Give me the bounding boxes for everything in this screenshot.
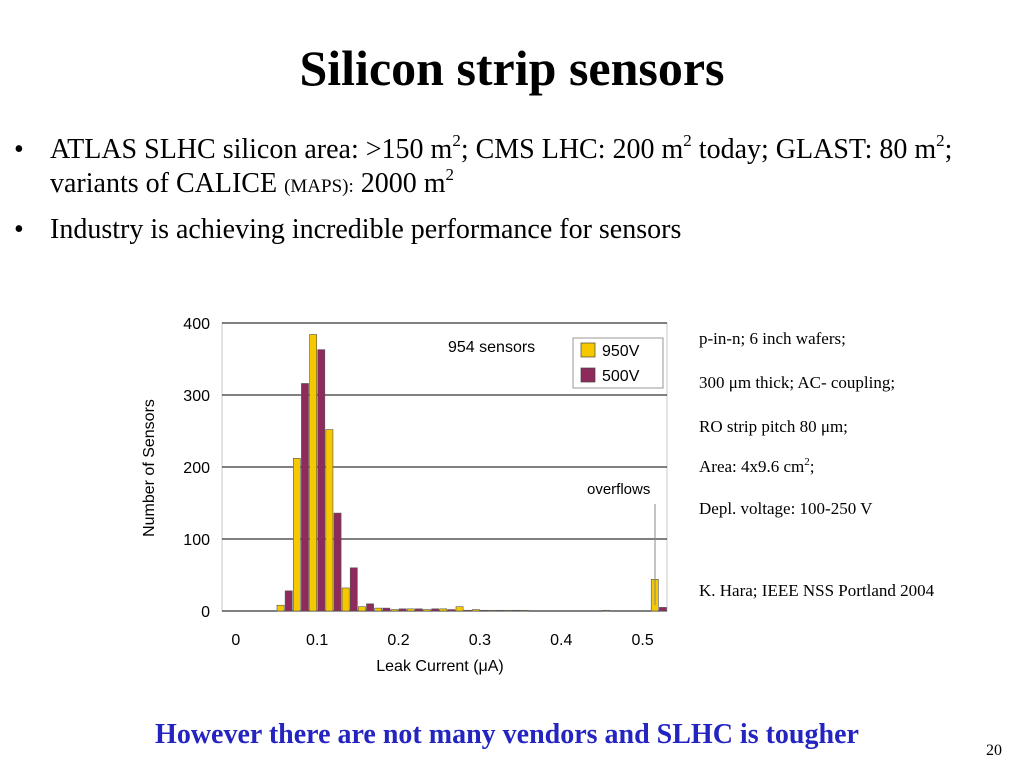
bar-500v <box>512 609 521 612</box>
page-number: 20 <box>986 742 1002 759</box>
bullet-text-part: ; variants of CALICE <box>50 134 953 199</box>
bar-500v <box>301 383 309 612</box>
bar-950v <box>406 608 415 612</box>
bullet-list: • ATLAS SLHC silicon area: >150 m2; CMS L… <box>14 131 1014 247</box>
y-tick-label: 400 <box>183 316 210 333</box>
legend-label-500v: 500V <box>602 368 640 385</box>
superscript: 2 <box>936 131 945 150</box>
bar-950v <box>423 609 431 612</box>
bar-950v <box>488 609 496 612</box>
x-tick-label: 0 <box>231 632 240 649</box>
superscript: 2 <box>683 131 692 150</box>
bar-950v <box>471 609 480 612</box>
spec-pitch: RO strip pitch 80 μm; <box>699 417 848 436</box>
spec-area: Area: 4x9.6 cm2; <box>699 456 815 477</box>
bullet-item-industry: • Industry is achieving incredible perfor… <box>14 213 1014 247</box>
bar-500v <box>382 607 391 612</box>
bullet-item-sensor-areas: • ATLAS SLHC silicon area: >150 m2; CMS L… <box>14 131 1014 204</box>
bar-950v <box>325 429 334 612</box>
spec-depletion-voltage: Depl. voltage: 100-250 V <box>699 499 873 518</box>
x-axis-label: Leak Current (μA) <box>376 658 503 675</box>
bullet-text-part: today; GLAST: 80 m <box>691 134 937 165</box>
bar-950v <box>390 609 399 612</box>
bar-500v <box>317 349 326 612</box>
bar-950v <box>276 604 285 612</box>
legend-swatch-500v <box>580 367 596 383</box>
bar-500v <box>659 607 667 612</box>
bar-500v <box>447 609 456 612</box>
bar-950v <box>455 606 464 612</box>
overflow-annotation: overflows <box>587 481 650 498</box>
bar-500v <box>284 590 293 612</box>
x-tick-label: 0.2 <box>387 632 409 649</box>
bullet-icon: • <box>14 214 24 245</box>
reference-citation: K. Hara; IEEE NSS Portland 2004 <box>699 581 935 600</box>
leak-current-histogram: 0 100 200 300 400 0 0.1 0.2 0.3 0.4 0.5 Number of … <box>141 316 668 675</box>
superscript: 2 <box>804 456 810 468</box>
bar-950v <box>341 587 350 612</box>
y-tick-label: 100 <box>183 532 210 549</box>
bar-500v <box>480 609 488 612</box>
bar-950v <box>439 608 448 612</box>
y-tick-label: 0 <box>201 604 210 621</box>
spec-area-text: Area: 4x9.6 cm <box>699 457 805 476</box>
bar-950v <box>520 609 529 612</box>
bullet-text-part: 2000 m <box>353 168 446 199</box>
sensor-count-annotation: 954 sensors <box>448 339 535 356</box>
x-tick-label: 0.3 <box>469 632 491 649</box>
x-tick-label: 0.4 <box>550 632 572 649</box>
bar-950v <box>602 609 610 612</box>
bar-500v <box>463 609 472 612</box>
spec-thickness: 300 μm thick; AC- coupling; <box>699 373 896 392</box>
bar-500v <box>333 512 342 612</box>
x-tick-label: 0.1 <box>306 632 328 649</box>
spec-area-suffix: ; <box>809 457 815 476</box>
bar-950v <box>292 458 301 612</box>
bullet-text-part: ; CMS LHC: 200 m <box>460 134 684 165</box>
bar-500v <box>366 603 374 612</box>
legend-swatch-950v <box>580 342 596 358</box>
legend: 950V 500V <box>572 337 664 389</box>
spec-wafers: p-in-n; 6 inch wafers; <box>699 329 846 348</box>
bar-500v <box>398 608 407 612</box>
superscript: 2 <box>452 131 461 150</box>
footer-note: However there are not many vendors and S… <box>155 719 859 750</box>
bullet-icon: • <box>14 134 24 165</box>
bullet-text-small: (MAPS): <box>284 176 354 197</box>
bullet-text-part: ATLAS SLHC silicon area: >150 m <box>50 134 453 165</box>
bar-950v <box>309 334 317 612</box>
y-axis-label: Number of Sensors <box>141 399 158 537</box>
bar-500v <box>415 608 423 612</box>
bullet-text: Industry is achieving incredible perform… <box>50 214 682 245</box>
y-tick-label: 300 <box>183 388 210 405</box>
x-tick-label: 0.5 <box>631 632 653 649</box>
slide-title: Silicon strip sensors <box>299 40 725 96</box>
bar-500v <box>496 609 505 612</box>
bar-950v <box>358 606 366 612</box>
superscript: 2 <box>445 165 455 184</box>
bar-500v <box>349 567 358 612</box>
tick-labels: 0 100 200 300 400 0 0.1 0.2 0.3 0.4 0.5 <box>183 316 654 649</box>
y-tick-label: 200 <box>183 460 210 477</box>
bar-500v <box>431 608 440 612</box>
bar-950v <box>504 609 513 612</box>
legend-label-950v: 950V <box>602 343 640 360</box>
bar-950v <box>374 607 383 612</box>
